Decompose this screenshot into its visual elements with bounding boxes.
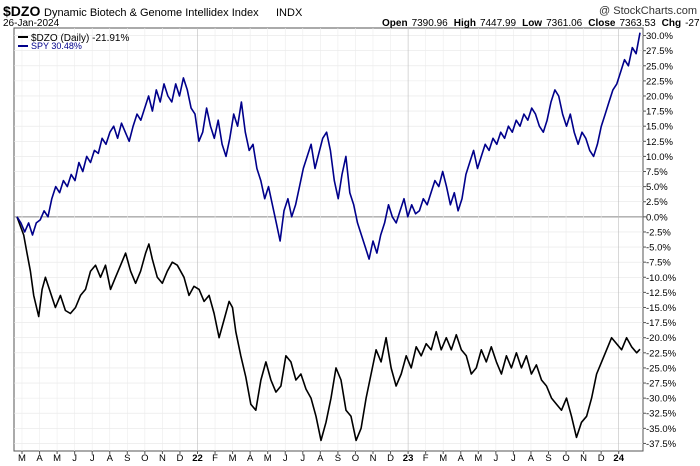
y-tick-label: -35.0% (646, 424, 677, 435)
y-tick-label: 17.5% (646, 107, 673, 118)
y-tick-label: -22.5% (646, 348, 677, 359)
series-line-spy (16, 32, 641, 260)
y-tick-label: 5.0% (646, 182, 668, 193)
quote-label: Low (522, 18, 542, 29)
y-tick-label: -10.0% (646, 273, 677, 284)
y-tick-label: -27.5% (646, 379, 677, 390)
x-tick-label: M (229, 453, 237, 464)
quote-value: 7447.99 (480, 18, 517, 29)
y-tick-label: -32.5% (646, 409, 677, 420)
x-tick-label: A (458, 453, 465, 464)
series-group (16, 32, 641, 442)
y-tick-label: 25.0% (646, 61, 673, 72)
x-tick-label: N (580, 453, 587, 464)
x-tick-label: J (300, 453, 305, 464)
y-tick-label: -20.0% (646, 333, 677, 344)
y-tick-label: -2.5% (646, 227, 671, 238)
x-tick-label: A (528, 453, 535, 464)
x-tick-label: M (18, 453, 26, 464)
legend: $DZO (Daily) -21.91% SPY 30.48% (18, 33, 129, 51)
x-tick-label: J (283, 453, 288, 464)
x-tick-label: F (212, 453, 218, 464)
y-tick-label: -30.0% (646, 394, 677, 405)
x-tick-label: A (36, 453, 43, 464)
y-tick-label: 30.0% (646, 31, 673, 42)
quote-label: Close (588, 18, 616, 29)
quote-value: -27.43 (-0.37%) (685, 18, 700, 29)
y-tick-label: 0.0% (646, 212, 668, 223)
quote-label: High (454, 18, 476, 29)
x-tick-label: J (511, 453, 516, 464)
x-tick-label: M (439, 453, 447, 464)
y-tick-label: 2.5% (646, 197, 668, 208)
quote-label: Chg (662, 18, 681, 29)
y-tick-label: -15.0% (646, 303, 677, 314)
series-line-dzo (16, 216, 641, 442)
x-tick-label: O (141, 453, 148, 464)
x-tick-label: D (387, 453, 394, 464)
y-tick-label: 10.0% (646, 152, 673, 163)
x-tick-label: J (72, 453, 77, 464)
quote-value: 7363.53 (619, 18, 656, 29)
x-tick-label: A (317, 453, 324, 464)
x-tick-label: J (493, 453, 498, 464)
quote-row: Open 7390.96 High 7447.99 Low 7361.06 Close 736… (382, 18, 700, 29)
y-tick-label: -7.5% (646, 258, 671, 269)
x-tick-label: M (53, 453, 61, 464)
x-tick-label: D (177, 453, 184, 464)
x-tick-label: D (598, 453, 605, 464)
quote-value: 7361.06 (546, 18, 583, 29)
grid (14, 28, 643, 451)
x-tick-label: J (90, 453, 95, 464)
y-tick-label: -37.5% (646, 439, 677, 450)
y-axis: 30.0% 27.5% 25.0% 22.5% 20.0% 17.5% 15.0% 12.5%… (643, 31, 677, 450)
x-tick-label: A (247, 453, 254, 464)
x-tick-label: 24 (613, 453, 624, 464)
y-tick-label: -17.5% (646, 318, 677, 329)
index-name: Dynamic Biotech & Genome Intellidex Inde… (44, 7, 259, 19)
x-tick-label: S (335, 453, 341, 464)
exchange: INDX (276, 7, 303, 19)
x-tick-label: N (159, 453, 166, 464)
watermark: @ StockCharts.com (599, 5, 697, 17)
legend-entry-spy: SPY 30.48% (31, 41, 82, 51)
x-tick-label: O (352, 453, 359, 464)
y-tick-label: -12.5% (646, 288, 677, 299)
quote-label: Open (382, 18, 408, 29)
y-tick-label: 20.0% (646, 91, 673, 102)
x-tick-label: S (545, 453, 551, 464)
y-tick-label: 12.5% (646, 137, 673, 148)
plot-frame (13, 27, 644, 452)
x-tick-label: 22 (192, 453, 203, 464)
x-tick-label: A (107, 453, 114, 464)
quote-value: 7390.96 (412, 18, 449, 29)
x-tick-label: M (264, 453, 272, 464)
y-tick-label: -25.0% (646, 363, 677, 374)
y-tick-label: -5.0% (646, 243, 671, 254)
y-tick-label: 15.0% (646, 122, 673, 133)
legend-entry-dzo: $DZO (Daily) -21.91% (31, 33, 129, 44)
x-tick-label: N (370, 453, 377, 464)
x-tick-label: O (562, 453, 569, 464)
y-tick-label: 7.5% (646, 167, 668, 178)
x-tick-label: M (474, 453, 482, 464)
symbol: $DZO (3, 3, 40, 19)
x-tick-label: S (124, 453, 130, 464)
y-tick-label: 27.5% (646, 46, 673, 57)
quote-date: 26-Jan-2024 (3, 18, 60, 29)
x-tick-label: 23 (403, 453, 414, 464)
x-tick-label: F (423, 453, 429, 464)
x-axis: M A M J J A S O N D 22 F M A M J J A S O N D 23 F M A M J J A S O N D 24 (18, 451, 625, 464)
y-tick-label: 22.5% (646, 76, 673, 87)
